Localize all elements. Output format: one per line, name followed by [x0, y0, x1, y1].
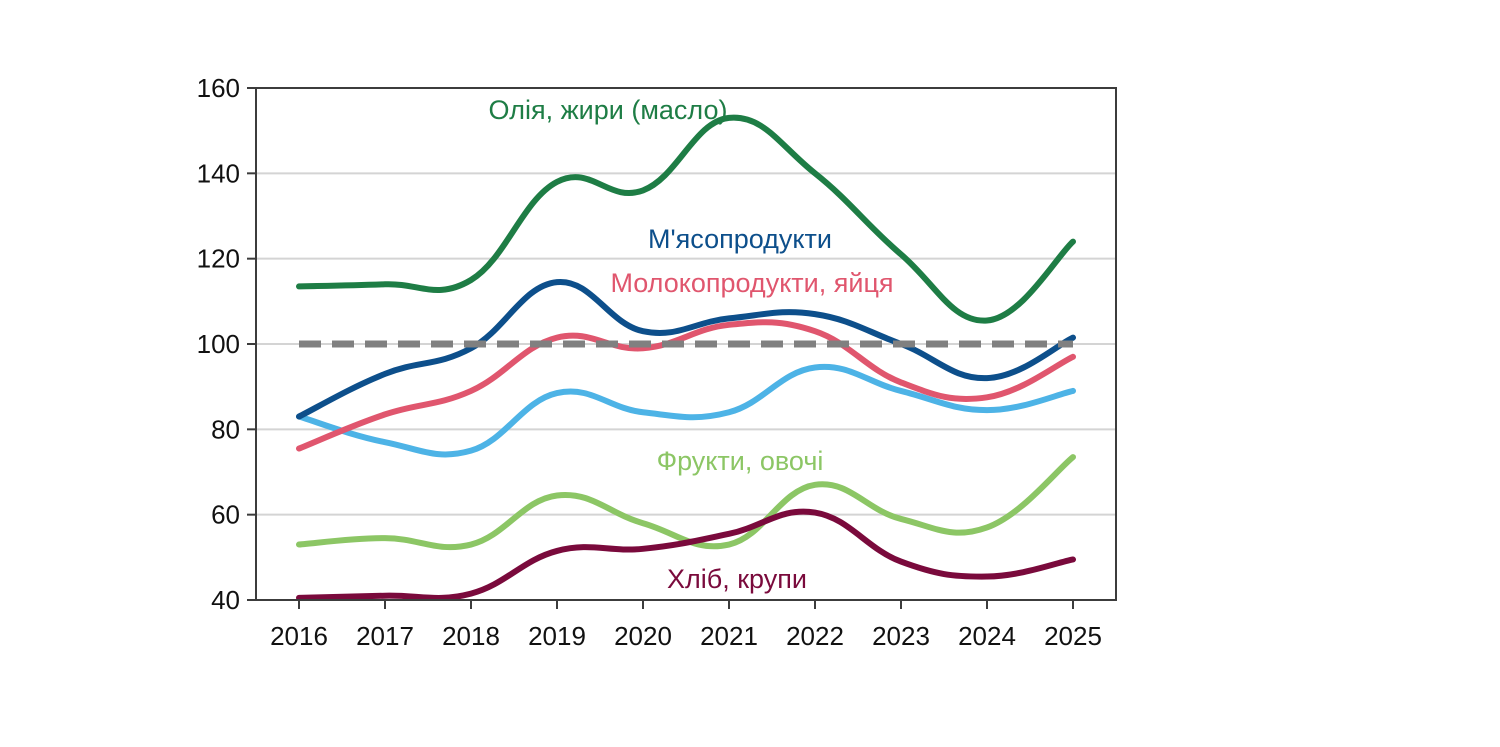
y-tick-label: 60 — [211, 500, 240, 530]
series-line-1 — [296, 279, 1076, 420]
x-tick-label: 2019 — [528, 621, 586, 651]
x-tick-label: 2024 — [958, 621, 1016, 651]
series-line-5 — [296, 508, 1076, 601]
y-tick-label: 40 — [211, 585, 240, 615]
series-line-3 — [296, 363, 1076, 458]
y-axis: 40 60 80 100 120 140 160 — [197, 73, 256, 615]
series-label-5: Хліб, крупи — [667, 564, 807, 594]
y-tick-label: 120 — [197, 244, 240, 274]
y-tick-label: 160 — [197, 73, 240, 103]
x-tick-label: 2020 — [614, 621, 672, 651]
series-label-4: Фрукти, овочі — [657, 446, 824, 476]
x-tick-label: 2016 — [270, 621, 328, 651]
series-line-2 — [296, 319, 1076, 452]
series-label-1: М'ясопродукти — [648, 224, 832, 254]
x-tick-label: 2021 — [700, 621, 758, 651]
x-tick-label: 2017 — [356, 621, 414, 651]
series-line-0 — [296, 114, 1076, 324]
series-label-0: Олія, жири (масло) — [489, 95, 728, 125]
series-label-2: Молокопродукти, яйця — [610, 268, 893, 298]
x-axis: 2016 2017 2018 2019 2020 2021 2022 2023 2024 2025 — [270, 600, 1102, 651]
x-tick-label: 2023 — [872, 621, 930, 651]
y-tick-label: 140 — [197, 158, 240, 188]
x-tick-label: 2022 — [786, 621, 844, 651]
series-lines — [296, 114, 1076, 601]
y-tick-label: 80 — [211, 414, 240, 444]
x-tick-label: 2025 — [1044, 621, 1102, 651]
x-tick-label: 2018 — [442, 621, 500, 651]
series-labels: Олія, жири (масло) М'ясопродукти Молокопро… — [489, 95, 894, 594]
y-tick-label: 100 — [197, 329, 240, 359]
